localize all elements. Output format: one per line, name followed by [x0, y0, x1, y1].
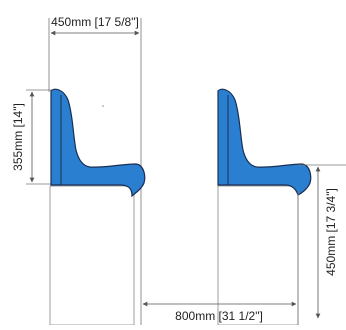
seat-left-base	[49, 185, 135, 326]
seat-height-dimension: 450mm [17 3/4"]	[298, 164, 346, 319]
spacing-label: 800mm [31 1/2"]	[175, 309, 263, 323]
seat-width-label: 450mm [17 5/8"]	[51, 15, 139, 29]
spacing-dimension: 800mm [31 1/2"]	[142, 190, 299, 325]
back-height-label: 355mm [14"]	[11, 103, 25, 171]
seat-height-label: 450mm [17 3/4"]	[324, 188, 338, 276]
seat-right-shell	[217, 88, 312, 196]
seat-width-dimension: 450mm [17 5/8"]	[48, 15, 142, 325]
seat-left	[49, 88, 146, 326]
seat-right	[217, 88, 312, 326]
seat-left-shell	[50, 88, 146, 198]
scan-dot	[102, 105, 104, 107]
